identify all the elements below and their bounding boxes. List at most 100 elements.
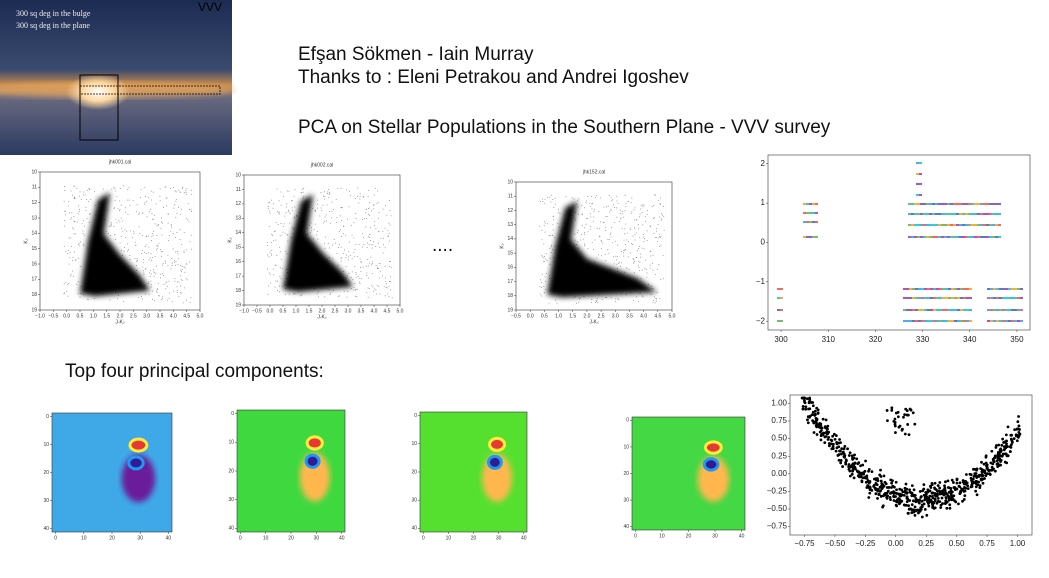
point xyxy=(894,500,898,503)
star xyxy=(176,289,178,291)
star xyxy=(583,207,585,209)
star xyxy=(168,235,170,237)
star xyxy=(287,240,289,242)
star xyxy=(365,226,367,228)
star xyxy=(589,228,591,230)
point xyxy=(906,497,910,501)
star xyxy=(619,212,621,214)
star xyxy=(145,253,147,255)
star xyxy=(269,274,271,276)
point xyxy=(984,455,988,459)
star xyxy=(160,227,162,229)
star xyxy=(598,211,600,213)
star xyxy=(117,207,119,209)
star xyxy=(378,285,380,287)
star xyxy=(110,222,112,224)
star xyxy=(601,299,603,301)
point xyxy=(1009,445,1013,449)
star xyxy=(176,212,178,214)
point xyxy=(898,424,902,428)
star xyxy=(573,198,575,200)
point xyxy=(985,466,989,470)
star xyxy=(341,220,343,222)
star xyxy=(574,233,576,235)
star xyxy=(602,242,604,244)
star xyxy=(324,247,326,249)
star xyxy=(63,283,65,285)
star xyxy=(172,248,174,250)
star xyxy=(68,263,70,265)
star xyxy=(615,298,617,300)
point xyxy=(938,486,942,490)
x-tick-label: 20 xyxy=(471,535,477,541)
star xyxy=(660,244,662,246)
star xyxy=(384,286,386,288)
star xyxy=(326,204,328,206)
star xyxy=(543,224,545,226)
point xyxy=(894,480,898,484)
star xyxy=(122,254,124,256)
point xyxy=(999,460,1002,463)
star xyxy=(578,298,580,300)
point xyxy=(877,493,881,496)
star xyxy=(652,302,654,304)
y-tick-label: 10 xyxy=(411,441,417,447)
star xyxy=(83,234,85,236)
point xyxy=(865,477,869,480)
x-tick-label: 1.5 xyxy=(103,313,110,319)
x-tick-label: 4.0 xyxy=(371,308,378,314)
star xyxy=(367,235,369,237)
point xyxy=(808,415,811,419)
density xyxy=(80,192,150,297)
x-tick-label: 10 xyxy=(446,535,452,541)
star xyxy=(641,212,643,214)
star xyxy=(648,283,650,285)
star xyxy=(115,238,117,240)
star xyxy=(282,196,284,198)
x-tick-label: 1.0 xyxy=(293,308,300,314)
x-tick-label: 330 xyxy=(916,335,930,344)
point xyxy=(827,442,831,445)
star xyxy=(142,298,144,300)
star xyxy=(183,250,185,252)
star xyxy=(609,195,611,197)
star xyxy=(303,188,305,190)
star xyxy=(71,217,73,219)
point xyxy=(946,479,950,483)
y-tick-label: 13 xyxy=(31,215,37,221)
point xyxy=(842,447,846,451)
x-tick-label: 40 xyxy=(739,533,745,539)
star xyxy=(145,293,147,295)
star xyxy=(339,215,341,217)
star xyxy=(351,271,353,273)
star xyxy=(185,249,187,251)
star xyxy=(632,235,634,237)
star xyxy=(335,198,337,200)
point xyxy=(981,481,985,485)
star xyxy=(156,289,158,291)
star xyxy=(631,211,633,213)
star xyxy=(140,189,142,191)
star xyxy=(83,245,85,247)
star xyxy=(318,296,320,298)
star xyxy=(176,232,178,234)
star xyxy=(292,210,294,212)
star xyxy=(322,222,324,224)
star xyxy=(367,259,369,261)
star xyxy=(552,234,554,236)
star xyxy=(328,247,330,249)
star xyxy=(287,210,289,212)
star xyxy=(374,187,376,189)
point xyxy=(868,491,872,495)
star xyxy=(376,203,378,205)
star xyxy=(616,263,618,265)
star xyxy=(626,293,628,295)
stars xyxy=(63,185,193,304)
star xyxy=(544,280,546,282)
star xyxy=(324,220,326,222)
star xyxy=(142,259,144,261)
star xyxy=(610,197,612,199)
star xyxy=(355,273,357,275)
star xyxy=(66,290,68,292)
star xyxy=(382,252,384,254)
